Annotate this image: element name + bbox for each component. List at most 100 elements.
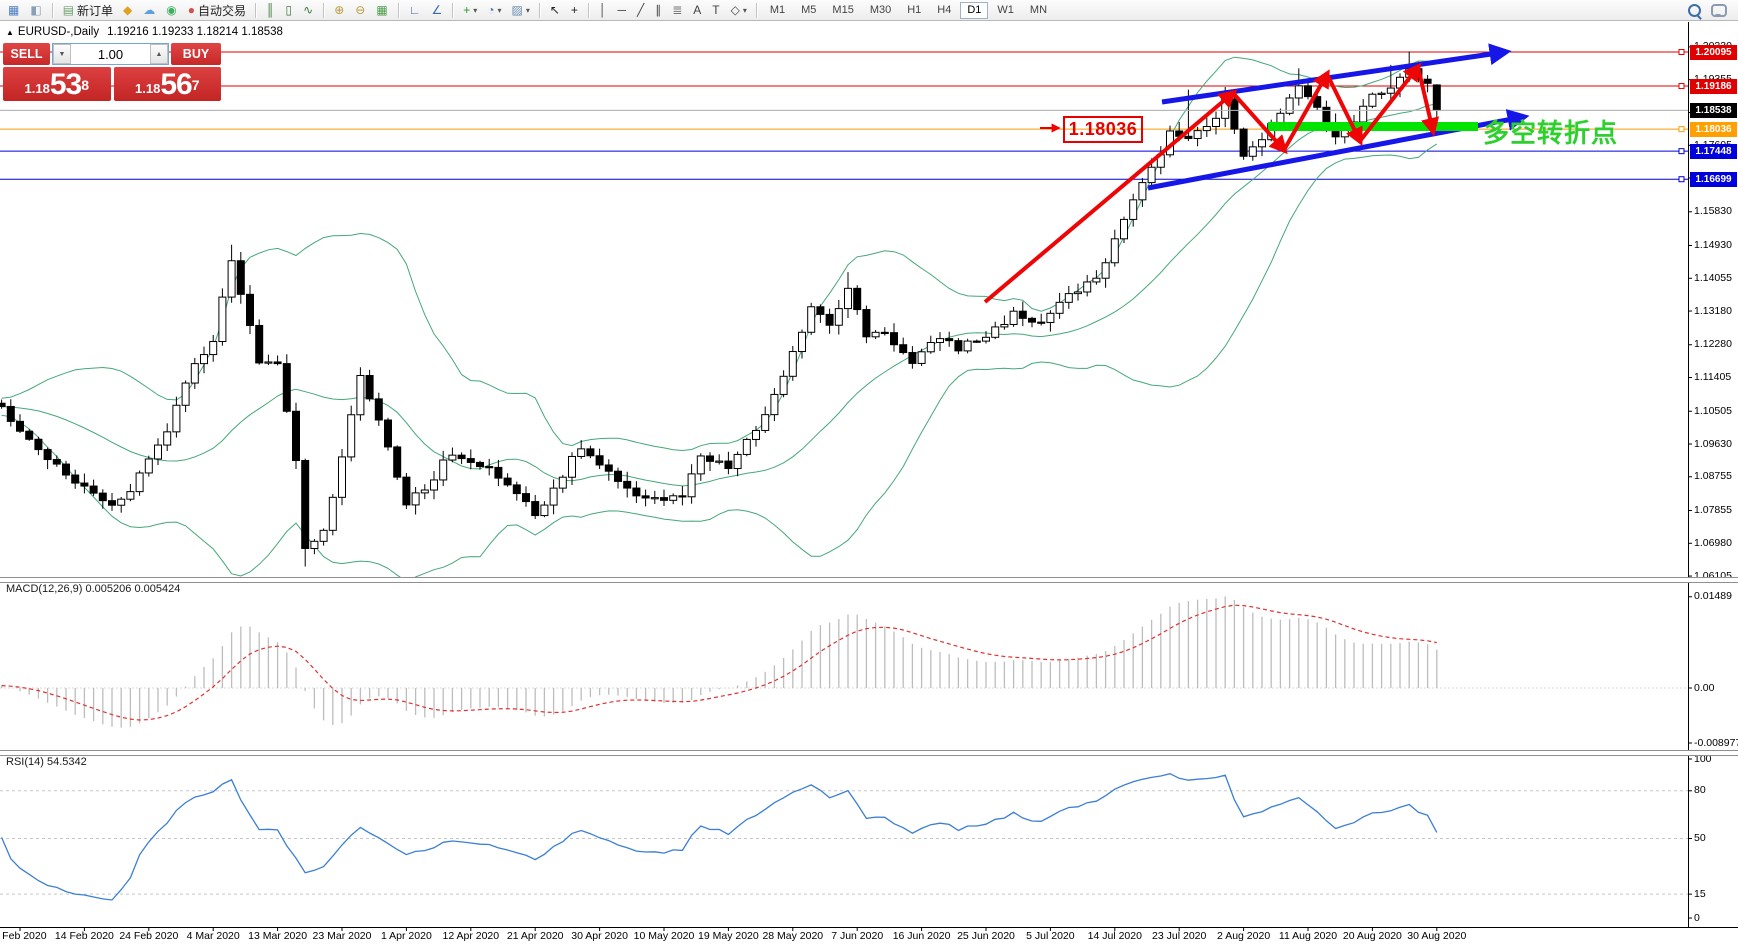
buy-button[interactable]: BUY [171,43,221,65]
sell-price[interactable]: 1.18 53 8 [3,67,111,101]
text-icon: A [693,2,702,17]
toolbar-separator [538,2,541,18]
current-price-label: 1.18538 [1690,102,1737,118]
volume-increase-button[interactable]: ▲ [150,44,168,64]
volume-stepper: ▼ 1.00 ▲ [52,43,169,65]
level-price-label: 1.17448 [1690,143,1737,159]
toolbar-separator [397,2,400,18]
search-icon[interactable] [1688,3,1701,17]
market-icon[interactable]: ◆ [119,1,137,20]
new-order-icon: ▤ [62,2,75,17]
level-price-label: 1.19186 [1690,78,1737,94]
trendline-icon: ╱ [636,2,645,17]
sell-price-big: 53 [49,68,82,101]
timeframe-h1-button[interactable]: H1 [907,3,922,16]
rsi-axis-tick: 15 [1694,887,1706,900]
community-icon[interactable]: ☁ [139,1,160,20]
text-button[interactable]: A [689,1,706,20]
equidistant-channel-icon: ∥ [655,2,662,17]
date-axis-label: 20 Aug 2020 [1342,930,1402,942]
date-axis-label: 14 Jul 2020 [1087,930,1142,942]
price-axis-tick: 1.10505 [1694,404,1732,417]
chevron-down-icon: ▾ [497,5,502,15]
vertical-line-button[interactable]: │ [595,1,612,20]
pane-separator-macd[interactable] [0,577,1738,583]
new-chart-icon-icon: ▦ [8,2,20,17]
equidistant-channel-button[interactable]: ∥ [651,1,666,20]
volume-value[interactable]: 1.00 [97,46,124,62]
date-axis-label: 7 Jun 2020 [831,930,884,942]
sell-price-pip: 8 [81,77,89,93]
timeframe-w1-button[interactable]: W1 [997,3,1014,16]
horizontal-line-button[interactable]: ─ [613,1,631,20]
date-axis-label: 11 Aug 2020 [1278,930,1338,942]
date-axis-label: 5 Jul 2020 [1026,930,1075,942]
text-label-icon: T [712,2,720,17]
new-order-button[interactable]: ▤ 新订单 [59,1,117,20]
profiles-icon[interactable]: ◧ [26,1,46,20]
date-axis-label: 24 Feb 2020 [119,930,179,942]
autotrading-button[interactable]: ● 自动交易 [184,1,250,20]
timeframe-m30-button[interactable]: M30 [869,3,892,16]
chat-icon[interactable] [1711,3,1727,17]
market-icon-icon: ◆ [123,2,133,17]
periods-icon: ◔ [487,2,495,17]
objects-window-button[interactable]: ∠ [427,1,447,20]
rsi-axis-tick: 0 [1694,911,1700,924]
cursor-button[interactable]: ↖ [546,1,565,20]
zoom-out-button[interactable]: ⊖ [351,1,370,20]
price-axis-tick: 1.14055 [1694,271,1732,284]
candlestick-chart-type-button[interactable]: ▯ [282,1,298,20]
timeframe-h4-button[interactable]: H4 [937,3,952,16]
add-indicator-icon: + [463,2,471,17]
bar-chart-type-button[interactable]: ║ [262,1,280,20]
community-icon-icon: ☁ [143,2,156,17]
price-axis-tick: 1.14930 [1694,239,1732,251]
pane-separator-rsi[interactable] [0,750,1738,756]
sell-button[interactable]: SELL [3,43,50,65]
signals-icon-icon: ◉ [166,2,177,17]
bar-chart-type-icon: ║ [266,2,275,17]
fibonacci-icon: ≣ [672,2,683,17]
volume-decrease-button[interactable]: ▼ [53,44,71,64]
ohlc-values: 1.19216 1.19233 1.18214 1.18538 [107,26,283,38]
templates-button[interactable]: ▨ ▾ [508,1,534,20]
price-flag-1.18036[interactable]: 1.18036 [1063,116,1143,143]
new-chart-icon[interactable]: ▦ [4,1,24,20]
price-axis-tick: 1.08755 [1694,470,1732,483]
timeframe-m1-button[interactable]: M1 [769,3,786,16]
date-axis-label: 4 Mar 2020 [186,930,240,942]
add-indicator-button[interactable]: + ▾ [459,1,481,20]
profiles-icon-icon: ◧ [30,2,42,17]
buy-price[interactable]: 1.18 56 7 [113,67,221,101]
level-price-label: 1.20095 [1690,44,1737,60]
cursor-icon: ↖ [549,2,560,17]
indicators-window-button[interactable]: ∟ [405,1,426,20]
annotation-text-cn[interactable]: 多空转折点 [1483,119,1619,149]
signals-icon[interactable]: ◉ [162,1,181,20]
fibonacci-button[interactable]: ≣ [668,1,687,20]
date-axis-label: 21 Apr 2020 [506,930,564,942]
date-axis-label: 2 Aug 2020 [1217,930,1271,942]
text-label-button[interactable]: T [708,1,724,20]
objects-window-icon: ∠ [431,2,443,17]
line-chart-type-button[interactable]: ∿ [299,1,318,20]
macd-axis-tick: 0.00 [1694,681,1715,694]
timeframe-m15-button[interactable]: M15 [832,3,854,16]
timeframe-m5-button[interactable]: M5 [801,3,817,16]
arrows-button[interactable]: ◇ ▾ [727,1,751,20]
periods-button[interactable]: ◔ ▾ [483,1,505,20]
date-axis-label: 13 Mar 2020 [248,930,308,942]
date-axis-label: 5 Feb 2020 [0,930,47,942]
timeframe-mn-button[interactable]: MN [1029,3,1048,16]
collapse-triangle-icon[interactable]: ▲ [6,28,14,37]
toolbar-separator [587,2,590,18]
tile-windows-button[interactable]: ▦ [372,1,392,20]
date-axis-label: 23 Mar 2020 [312,930,372,942]
timeframe-d1-button[interactable]: D1 [960,1,989,19]
trendline-button[interactable]: ╱ [633,1,649,20]
zoom-in-button[interactable]: ⊕ [330,1,349,20]
line-chart-type-icon: ∿ [303,2,314,17]
crosshair-button[interactable]: + [567,1,583,20]
